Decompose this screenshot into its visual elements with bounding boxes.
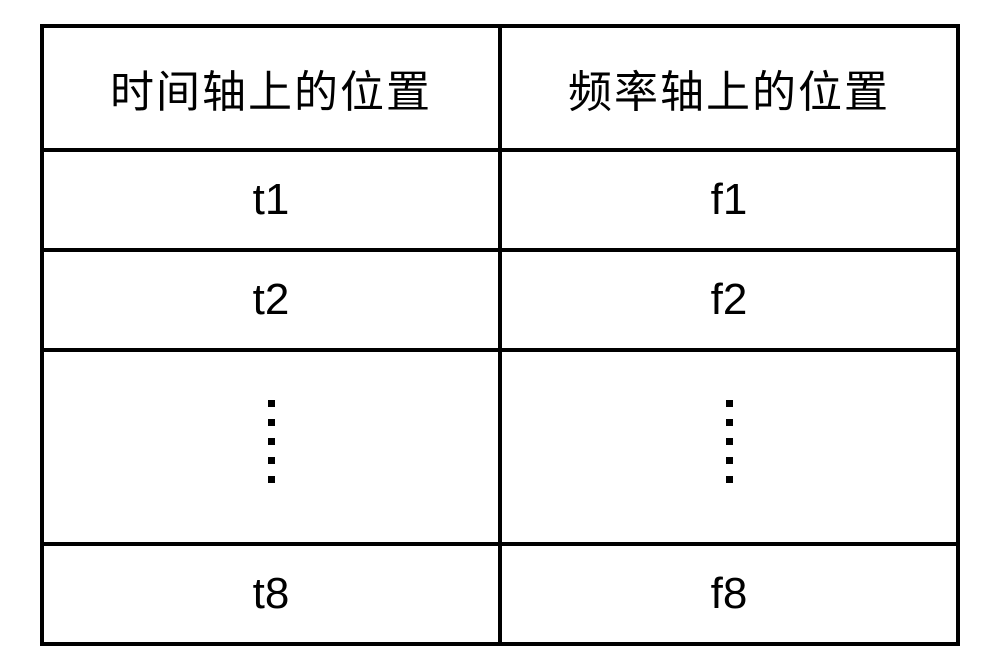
cell-ellipsis (42, 350, 500, 544)
cell-frequency: f2 (500, 250, 958, 350)
table-row: t1 f1 (42, 150, 958, 250)
cell-time: t1 (42, 150, 500, 250)
table-container: 时间轴上的位置 频率轴上的位置 t1 f1 t2 f2 (0, 0, 1000, 669)
table-row-ellipsis (42, 350, 958, 544)
cell-frequency: f8 (500, 544, 958, 644)
table-row: t2 f2 (42, 250, 958, 350)
col-header-time: 时间轴上的位置 (42, 26, 500, 150)
cell-time: t2 (42, 250, 500, 350)
time-frequency-table: 时间轴上的位置 频率轴上的位置 t1 f1 t2 f2 (40, 24, 960, 646)
vertical-ellipsis-icon (726, 388, 733, 495)
table-row: t8 f8 (42, 544, 958, 644)
col-header-frequency: 频率轴上的位置 (500, 26, 958, 150)
cell-ellipsis (500, 350, 958, 544)
vertical-ellipsis-icon (268, 388, 275, 495)
cell-time: t8 (42, 544, 500, 644)
cell-frequency: f1 (500, 150, 958, 250)
table-header-row: 时间轴上的位置 频率轴上的位置 (42, 26, 958, 150)
